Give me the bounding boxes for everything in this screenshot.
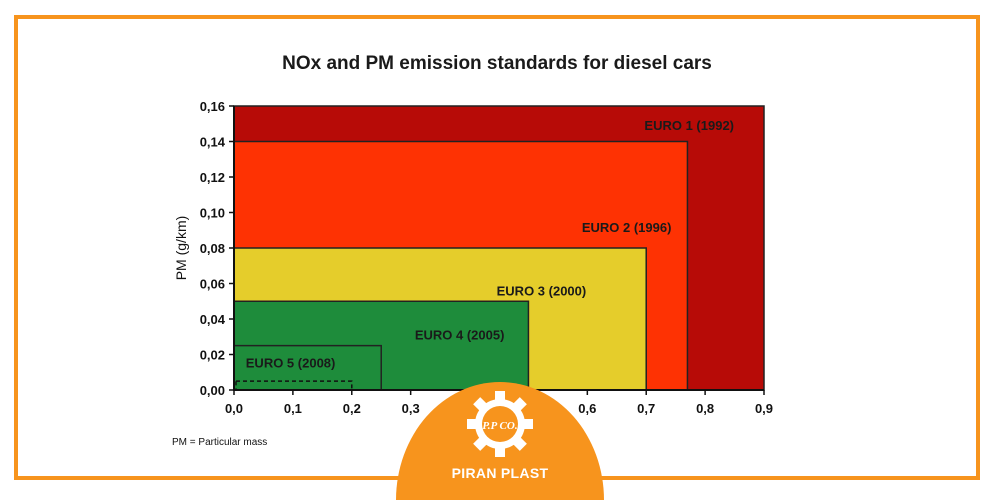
y-axis-label: PM (g/km) — [173, 216, 189, 281]
piran-plast-logo: P.P CO. — [396, 382, 604, 500]
limit-label-euro-4-2005: EURO 4 (2005) — [415, 328, 505, 343]
chart-title: NOx and PM emission standards for diesel… — [282, 53, 712, 74]
y-tick-label: 0,04 — [200, 312, 226, 327]
x-tick-label: 0,6 — [578, 401, 596, 416]
footnote: PM = Particular mass — [172, 437, 267, 448]
gear-icon — [467, 391, 533, 457]
y-tick-label: 0,08 — [200, 241, 225, 256]
y-tick-label: 0,00 — [200, 383, 225, 398]
limit-label-euro-5-2008: EURO 5 (2008) — [246, 355, 336, 370]
y-tick-label: 0,10 — [200, 206, 225, 221]
y-tick-label: 0,06 — [200, 277, 225, 292]
brand-monogram: P.P CO. — [482, 420, 517, 432]
x-tick-label: 0,1 — [284, 401, 302, 416]
limit-label-euro-2-1996: EURO 2 (1996) — [582, 220, 672, 235]
x-tick-label: 0,3 — [402, 401, 420, 416]
x-tick-label: 0,8 — [696, 401, 714, 416]
y-tick-label: 0,16 — [200, 99, 225, 114]
x-tick-label: 0,9 — [755, 401, 773, 416]
limit-label-euro-1-1992: EURO 1 (1992) — [644, 118, 734, 133]
y-tick-label: 0,12 — [200, 170, 225, 185]
y-tick-label: 0,14 — [200, 135, 226, 150]
y-tick-label: 0,02 — [200, 348, 225, 363]
x-tick-label: 0,2 — [343, 401, 361, 416]
x-tick-label: 0,0 — [225, 401, 243, 416]
limit-label-euro-3-2000: EURO 3 (2000) — [497, 283, 587, 298]
x-tick-label: 0,7 — [637, 401, 655, 416]
